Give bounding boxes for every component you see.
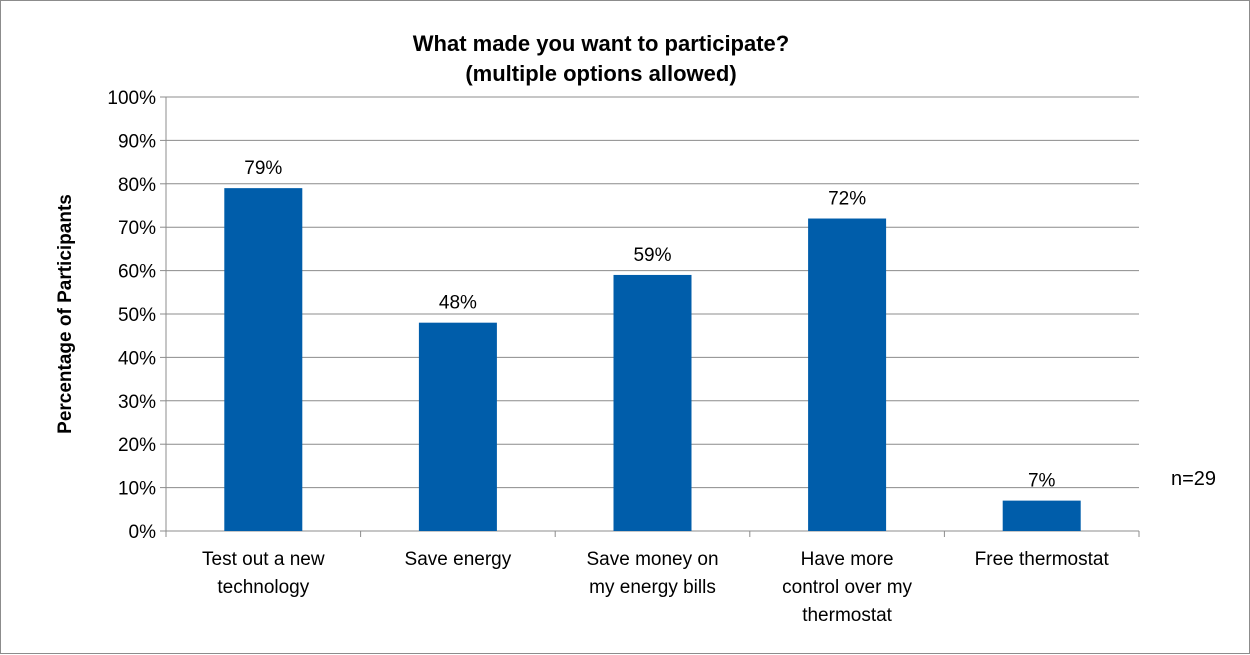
- bar: [613, 274, 692, 531]
- data-labels: 79% 48% 59% 72% 7%: [244, 158, 1055, 491]
- category-label: Have more: [801, 549, 894, 570]
- x-category-labels: Test out a new technology Save energy Save …: [202, 549, 1109, 626]
- category-label: thermostat: [802, 605, 892, 626]
- category-label: Test out a new: [202, 549, 325, 570]
- data-label: 79%: [244, 158, 282, 179]
- chart-title-line-2: (multiple options allowed): [465, 61, 736, 86]
- bars: [224, 188, 1081, 531]
- y-tick-labels: 0% 10% 20% 30% 40% 50% 60% 70% 80% 90% 100%: [107, 88, 156, 543]
- y-tick-label: 100%: [107, 88, 156, 109]
- y-tick-label: 90%: [118, 131, 156, 152]
- y-tick-label: 80%: [118, 175, 156, 196]
- data-label: 7%: [1028, 471, 1056, 492]
- category-label: Save money on: [586, 549, 718, 570]
- bar: [224, 188, 303, 531]
- category-label: Save energy: [405, 549, 512, 570]
- data-label: 59%: [633, 245, 671, 266]
- bar: [1002, 500, 1081, 531]
- y-tick-label: 0%: [129, 522, 157, 543]
- category-label: control over my: [782, 577, 912, 598]
- chart-title-line-1: What made you want to participate?: [413, 31, 789, 56]
- y-tick-label: 50%: [118, 305, 156, 326]
- category-label: Free thermostat: [975, 549, 1110, 570]
- data-label: 48%: [439, 293, 477, 314]
- data-label: 72%: [828, 189, 866, 210]
- bar: [418, 322, 497, 531]
- category-label: my energy bills: [589, 577, 716, 598]
- y-tick-label: 10%: [118, 479, 156, 500]
- y-tick-label: 30%: [118, 392, 156, 413]
- bar: [808, 218, 887, 531]
- y-tick-label: 60%: [118, 262, 156, 283]
- category-label: technology: [217, 577, 309, 598]
- y-tick-label: 20%: [118, 435, 156, 456]
- y-axis-title: Percentage of Participants: [55, 194, 76, 434]
- y-tick-label: 40%: [118, 348, 156, 369]
- sample-size-annotation: n=29: [1171, 468, 1216, 490]
- y-tick-label: 70%: [118, 218, 156, 239]
